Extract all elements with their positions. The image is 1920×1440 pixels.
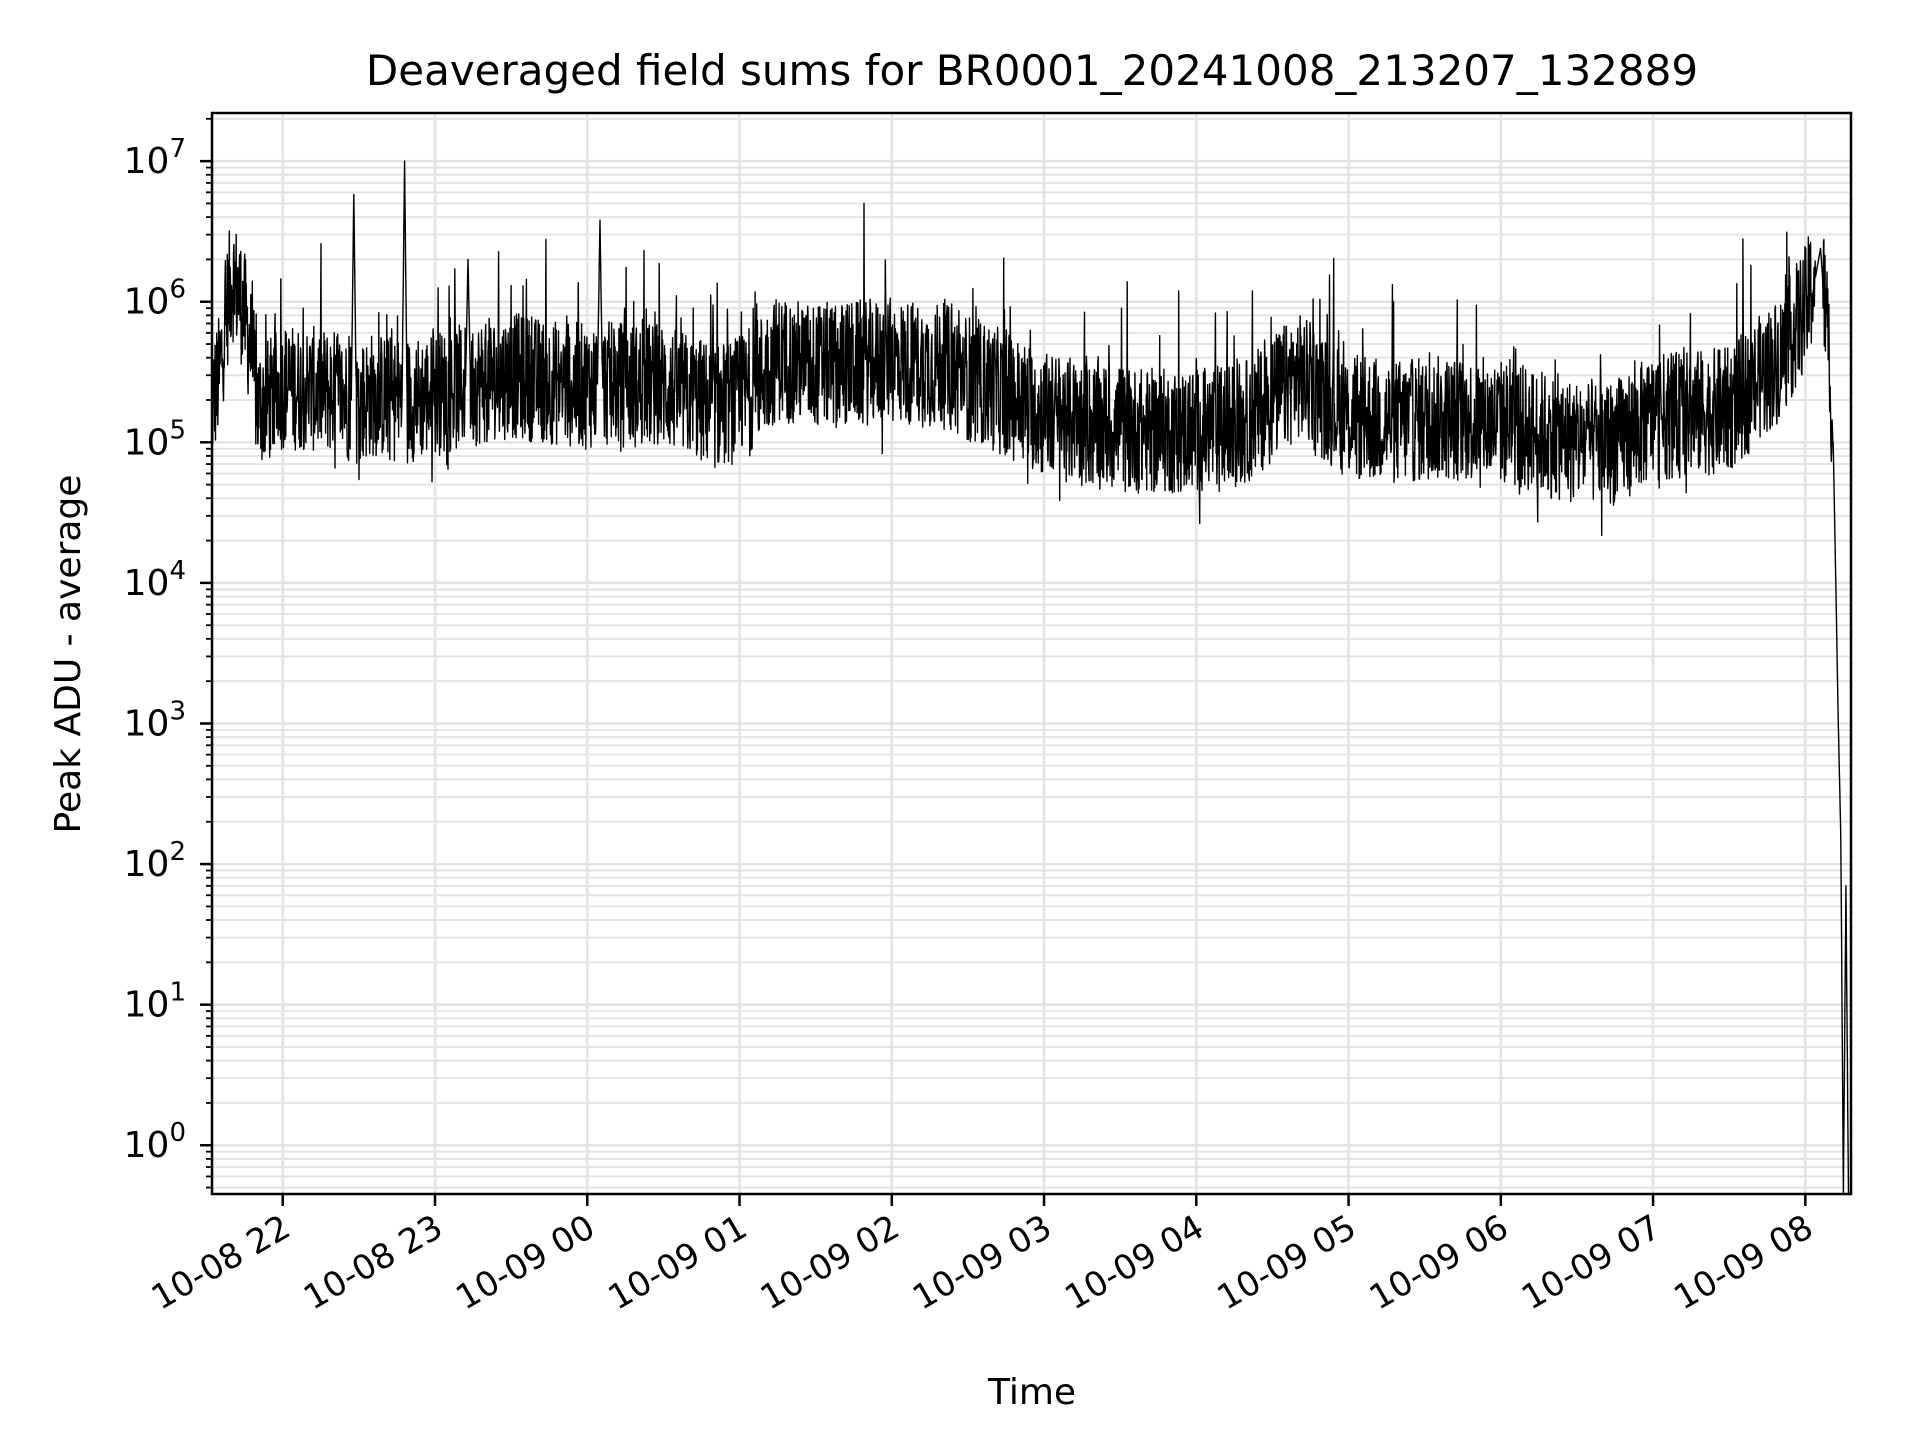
x-tick-label: 10-09 05 (1211, 1207, 1363, 1318)
y-tick-label: 100 (124, 1118, 186, 1166)
x-tick-label: 10-09 00 (449, 1207, 601, 1318)
grid (212, 113, 1851, 1194)
plot-frame (210, 111, 1853, 1196)
y-tick-label: 106 (124, 275, 186, 323)
x-tick-label: 10-08 23 (297, 1207, 449, 1318)
y-tick-label: 101 (124, 978, 186, 1026)
series-line-0 (212, 160, 1850, 1194)
y-axis-label: Peak ADU - average (48, 475, 89, 834)
chart-title: Deaveraged field sums for BR0001_2024100… (366, 46, 1698, 95)
x-tick-label: 10-09 04 (1058, 1207, 1210, 1318)
y-tick-label: 104 (124, 556, 186, 604)
x-tick-label: 10-09 06 (1363, 1207, 1515, 1318)
x-tick-label: 10-09 02 (754, 1207, 906, 1318)
x-tick-label: 10-09 08 (1667, 1207, 1819, 1318)
y-tick-label: 105 (124, 415, 186, 463)
x-axis-ticks: 10-08 22 10-08 23 10-09 00 10-09 01 10-09 02… (145, 1194, 1820, 1318)
x-tick-label: 10-08 22 (145, 1207, 297, 1318)
x-tick-label: 10-09 07 (1515, 1207, 1667, 1318)
y-tick-label: 103 (124, 696, 186, 744)
y-axis-ticks: 100 101 102 103 104 105 106 107 (124, 117, 212, 1189)
y-tick-label: 102 (124, 837, 186, 885)
y-tick-label: 107 (124, 134, 186, 182)
x-axis-label: Time (987, 1372, 1076, 1413)
data-series (212, 160, 1850, 1194)
x-tick-label: 10-09 03 (906, 1207, 1058, 1318)
x-tick-label: 10-09 01 (602, 1207, 754, 1318)
